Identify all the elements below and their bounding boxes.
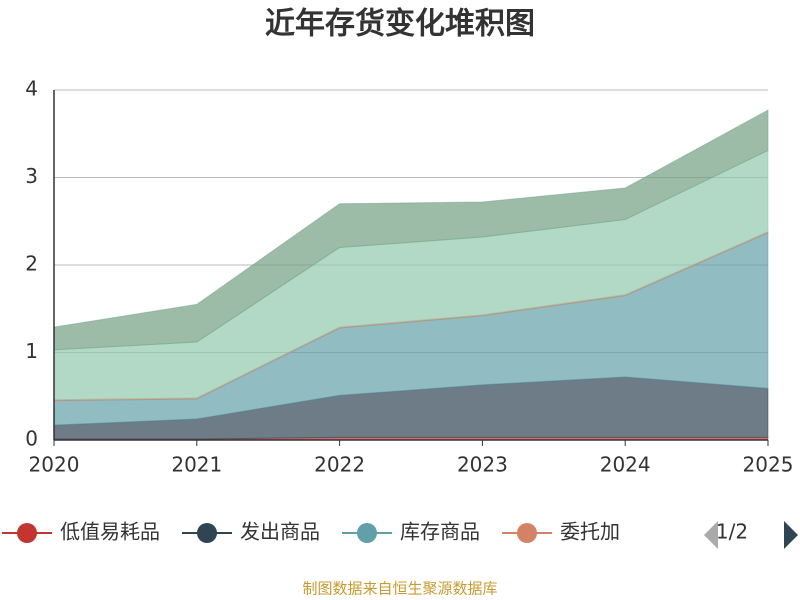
- x-tick-label: 2024: [600, 453, 651, 477]
- source-note: 制图数据来自恒生聚源数据库: [302, 580, 497, 598]
- plot-area: 0 1 2 3 4 2020 2021 2022 2023 2024 2025: [25, 77, 793, 477]
- legend-marker: [357, 523, 377, 543]
- legend-label: 委托加: [560, 520, 620, 544]
- legend-next[interactable]: [784, 521, 798, 549]
- y-tick-label: 3: [25, 164, 38, 188]
- chart-title: 近年存货变化堆积图: [265, 7, 535, 42]
- legend-label: 低值易耗品: [60, 520, 160, 544]
- y-tick-label: 4: [25, 77, 38, 101]
- x-tick-label: 2020: [29, 453, 80, 477]
- area: [53, 109, 769, 351]
- y-tick-label: 2: [25, 252, 38, 276]
- legend-prev[interactable]: [704, 521, 718, 549]
- legend-label: 库存商品: [400, 520, 480, 544]
- x-tick-label: 2022: [314, 453, 365, 477]
- y-tick-label: 1: [25, 339, 38, 363]
- legend-marker: [517, 523, 537, 543]
- y-tick-label: 0: [25, 427, 38, 451]
- x-tick-label: 2021: [171, 453, 222, 477]
- legend-label: 发出商品: [240, 520, 320, 544]
- x-tick-label: 2023: [457, 453, 508, 477]
- legend-marker: [17, 523, 37, 543]
- legend-marker: [197, 523, 217, 543]
- x-tick-label: 2025: [743, 453, 794, 477]
- legend-page: 1/2: [716, 520, 748, 544]
- legend: 低值易耗品 发出商品 库存商品 委托加: [2, 520, 620, 544]
